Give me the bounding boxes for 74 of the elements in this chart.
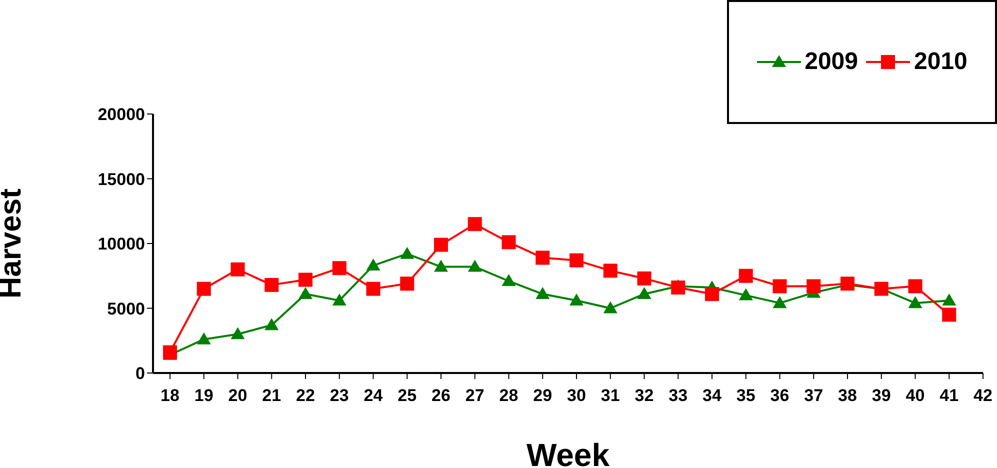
point (570, 253, 584, 268)
point (230, 327, 245, 340)
x-tick-label: 41 (940, 386, 959, 406)
x-tick-label: 36 (770, 386, 790, 406)
x-tick-label: 21 (262, 386, 282, 406)
point (468, 217, 482, 232)
point (400, 276, 414, 291)
point (502, 235, 516, 250)
point (298, 272, 312, 287)
x-tick-label: 22 (296, 386, 315, 406)
point (264, 318, 279, 330)
point (671, 280, 686, 295)
x-tick-label: 23 (330, 386, 349, 406)
point (942, 308, 956, 322)
point (536, 250, 550, 265)
x-tick-label: 40 (906, 386, 925, 406)
x-tick-label: 37 (804, 386, 824, 406)
x-tick-label: 28 (499, 386, 518, 406)
x-axis-title: Week (526, 437, 610, 468)
point (468, 260, 482, 272)
x-tick-label: 27 (465, 386, 484, 406)
x-tick-label: 31 (600, 386, 620, 406)
point (908, 296, 922, 308)
x-tick-label: 35 (736, 386, 756, 406)
point (196, 282, 211, 296)
y-tick-label: 20000 (98, 105, 145, 124)
point (570, 293, 584, 306)
y-tick-label: 5000 (107, 299, 145, 318)
x-tick-label: 38 (838, 386, 857, 406)
point (502, 274, 516, 286)
point (196, 332, 211, 344)
point (264, 278, 279, 292)
point (603, 264, 618, 278)
x-tick-label: 26 (432, 386, 450, 406)
point (332, 293, 346, 306)
point (230, 262, 245, 276)
point (366, 282, 380, 296)
point (637, 271, 652, 286)
point (637, 287, 652, 300)
point (772, 296, 787, 308)
x-tick-label: 20 (228, 386, 248, 406)
point (434, 238, 448, 252)
y-tick-label: 0 (136, 364, 145, 384)
point (603, 301, 618, 314)
point (434, 260, 448, 272)
y-axis-title: Harvest (0, 188, 28, 299)
point (705, 287, 719, 302)
point (806, 279, 821, 294)
point (772, 279, 787, 294)
y-tick-label: 10000 (98, 234, 145, 254)
y-tick-label: 15000 (98, 170, 145, 189)
x-tick-label: 19 (194, 386, 214, 406)
point (536, 287, 550, 300)
x-tick-label: 29 (533, 386, 552, 406)
x-tick-label: 33 (668, 386, 688, 406)
legend-label: 2010 (914, 48, 968, 76)
x-tick-label: 34 (702, 386, 722, 406)
point (163, 345, 177, 360)
x-tick-label: 39 (872, 386, 891, 406)
x-tick-label: 24 (364, 386, 384, 406)
point (942, 293, 956, 306)
x-tick-label: 32 (634, 386, 654, 406)
point (366, 258, 380, 271)
point (400, 246, 414, 259)
x-tick-label: 30 (567, 386, 586, 406)
x-tick-label: 18 (160, 386, 180, 406)
point (332, 261, 346, 276)
point (298, 287, 312, 300)
legend-label: 2009 (804, 48, 858, 76)
point (908, 279, 922, 294)
x-tick-label: 25 (398, 386, 417, 406)
x-tick-label: 42 (974, 386, 992, 406)
point (738, 268, 753, 283)
point (738, 288, 753, 300)
